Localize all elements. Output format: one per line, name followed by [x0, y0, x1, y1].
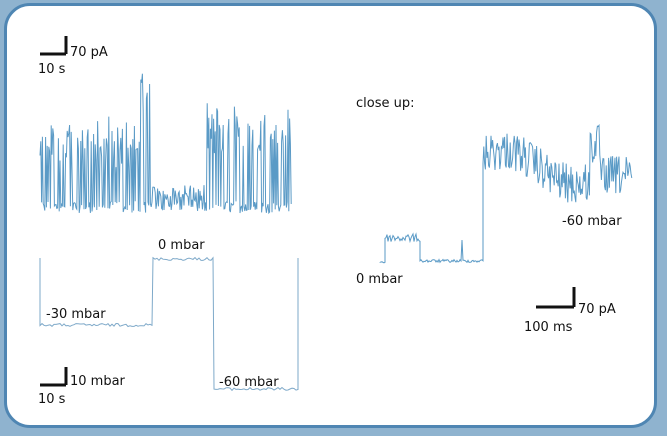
pressure-level-label: -30 mbar	[46, 307, 106, 322]
pressure-level-label: 0 mbar	[158, 238, 205, 253]
scale-bar-vertical-label: 70 pA	[70, 45, 108, 60]
figure-frame	[4, 3, 657, 428]
pressure-level-label: -60 mbar	[219, 375, 279, 390]
scale-bar-close-up: 70 pA 100 ms	[524, 287, 616, 335]
scale-bar-lines	[40, 36, 68, 56]
scale-bar-vertical-label: 70 pA	[578, 302, 616, 317]
current-trace-panel: 70 pA 10 s	[38, 36, 292, 215]
scale-bar-horizontal-label: 10 s	[38, 392, 66, 407]
scale-bar-bottom-left: 10 mbar 10 s	[38, 367, 126, 407]
close-up-trace-line	[379, 123, 633, 264]
close-up-annotation: -60 mbar	[562, 214, 622, 229]
scale-bar-vertical-label: 10 mbar	[70, 374, 126, 389]
scale-bar-top-left: 70 pA 10 s	[38, 36, 108, 77]
close-up-panel: close up: 0 mbar -60 mbar 70 pA 100 ms	[356, 96, 633, 335]
pressure-protocol-panel: -30 mbar 0 mbar -60 mbar 10 mbar 10 s	[38, 238, 299, 407]
close-up-title: close up:	[356, 96, 415, 111]
scale-bar-horizontal-label: 10 s	[38, 62, 66, 77]
pressure-trace-line	[39, 256, 299, 392]
current-trace-line	[39, 73, 292, 215]
scale-bar-lines	[536, 287, 576, 309]
close-up-annotation: 0 mbar	[356, 272, 403, 287]
scale-bar-horizontal-label: 100 ms	[524, 320, 573, 335]
scale-bar-lines	[40, 367, 68, 387]
